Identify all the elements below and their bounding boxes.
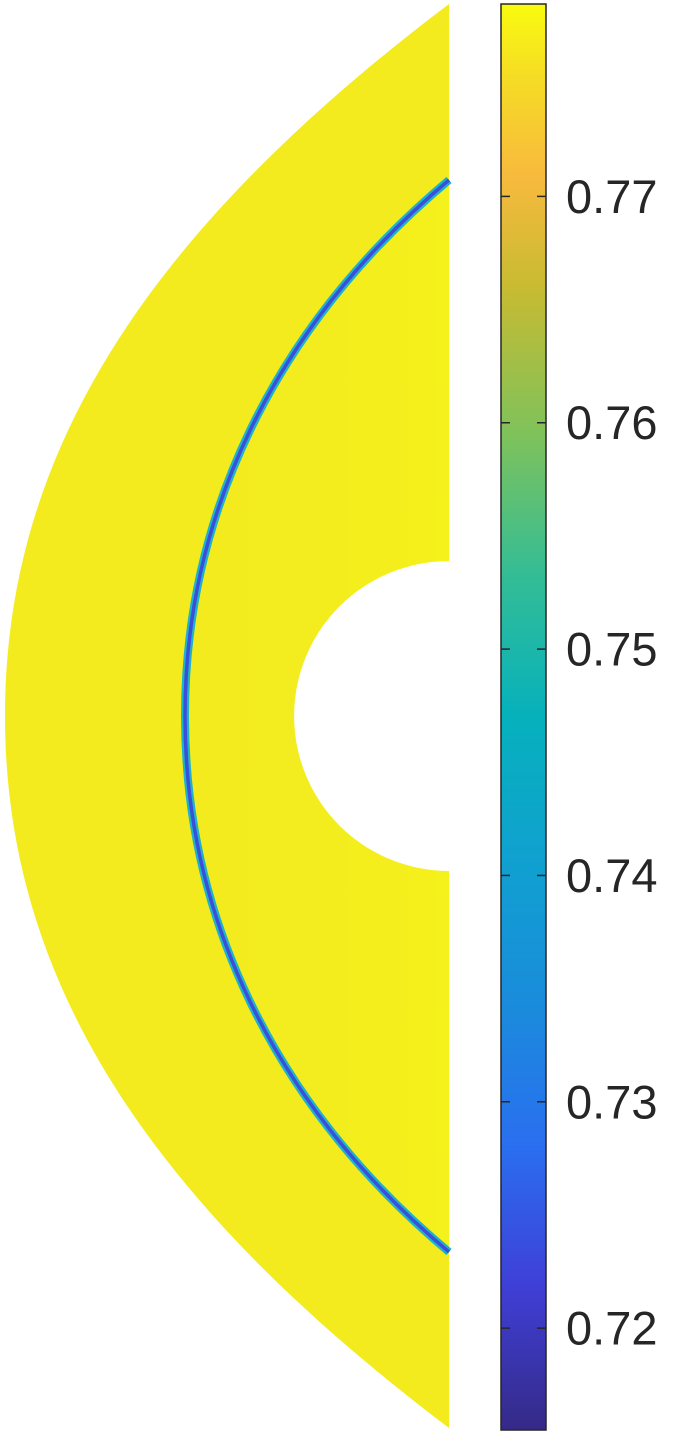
colorbar-scale — [500, 3, 547, 1431]
colorbar-tick-label: 0.74 — [566, 849, 657, 902]
colorbar: 0.72 0.73 0.74 0.75 0.76 0.77 — [500, 3, 657, 1431]
field-plot — [5, 4, 452, 1428]
colorbar-ticks: 0.72 0.73 0.74 0.75 0.76 0.77 — [501, 170, 657, 1355]
colorbar-tick-label: 0.72 — [566, 1302, 657, 1355]
post-shock-region — [185, 180, 449, 1252]
colorbar-tick-label: 0.76 — [566, 396, 657, 449]
colorbar-tick-label: 0.75 — [566, 623, 657, 676]
colorbar-tick-label: 0.73 — [566, 1075, 657, 1128]
shock-band-core — [183, 178, 451, 1254]
colorbar-tick-label: 0.77 — [566, 170, 657, 223]
